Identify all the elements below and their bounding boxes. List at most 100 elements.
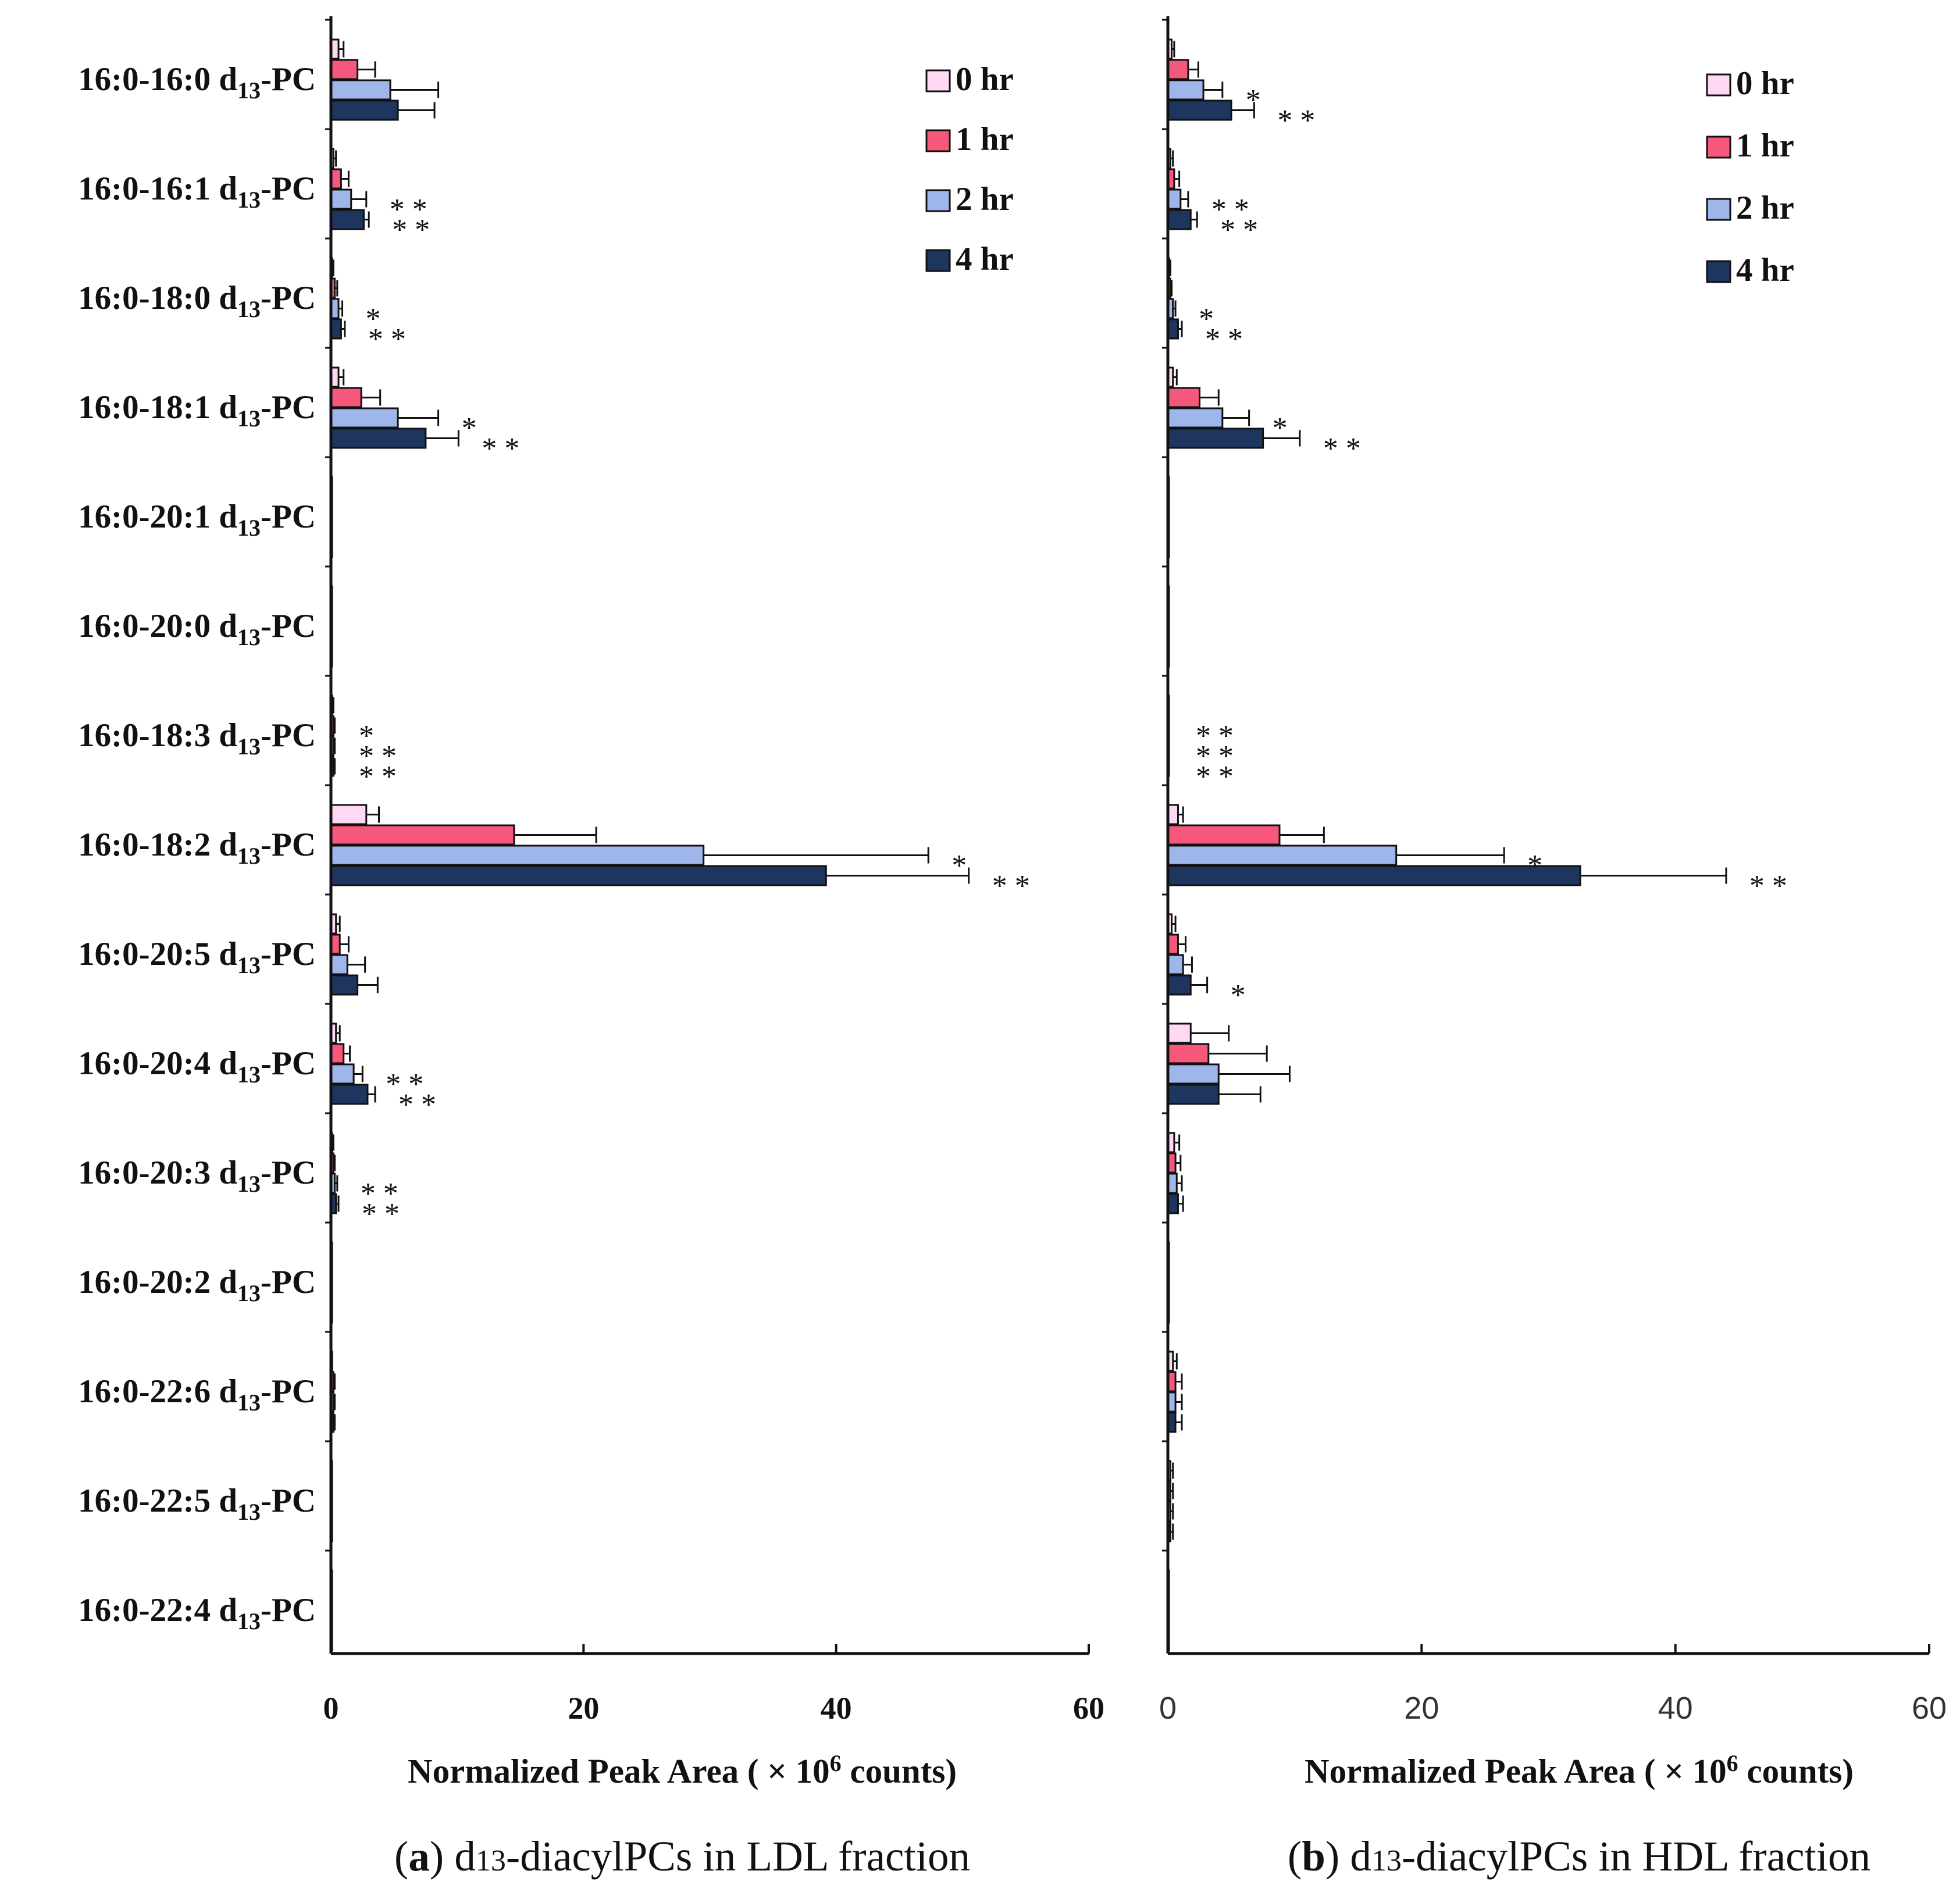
significance-mark: * * (368, 323, 406, 356)
x-tick-label: 40 (821, 1691, 852, 1726)
bar (330, 824, 515, 846)
y-tick-label: 16:0-18:2 d13-PC (78, 826, 316, 869)
bar (1167, 1193, 1179, 1214)
bar (1167, 79, 1204, 101)
legend-label: 0 hr (956, 61, 1014, 98)
y-tick-label: 16:0-22:5 d13-PC (78, 1483, 316, 1525)
x-tick-label: 60 (1073, 1691, 1104, 1726)
legend-label: 4 hr (956, 241, 1014, 277)
bar (1167, 974, 1192, 996)
x-tick-label: 40 (1658, 1691, 1693, 1726)
bar (330, 188, 352, 210)
significance-mark: * * (1196, 740, 1234, 773)
significance-marks-panel-b: ** ** ** *** *** ** ** ** *** ** (1196, 84, 1787, 1012)
bar (1167, 1022, 1192, 1044)
y-tick-label: 16:0-20:3 d13-PC (78, 1155, 316, 1197)
panel-caption: (a) d13-diacylPCs in LDL fraction (394, 1833, 970, 1880)
y-axis-category-labels: 16:0-16:0 d13-PC 16:0-16:1 d13-PC 16:0-18:… (78, 61, 316, 1634)
significance-mark: * (366, 302, 381, 336)
significance-mark: * (1199, 302, 1214, 336)
bar (330, 1063, 355, 1085)
significance-mark: * * (482, 432, 519, 465)
x-tick-label: 0 (323, 1691, 339, 1726)
significance-mark: * * (392, 213, 430, 247)
legend-swatch (1706, 198, 1731, 221)
significance-mark: * * (359, 760, 397, 793)
x-tick-label: 60 (1912, 1691, 1947, 1726)
bar (330, 209, 365, 230)
y-tick-label: 16:0-18:3 d13-PC (78, 717, 316, 760)
bar (330, 845, 705, 866)
y-tick-label: 16:0-20:0 d13-PC (78, 608, 316, 650)
bars-panel-a (330, 38, 970, 1652)
x-tick-label: 20 (1404, 1691, 1439, 1726)
significance-mark: * * (362, 1198, 400, 1231)
y-tick-label: 16:0-20:4 d13-PC (78, 1045, 316, 1088)
significance-mark: * * (1196, 719, 1234, 753)
significance-mark: * * (1749, 870, 1787, 903)
significance-mark: * (1527, 849, 1542, 882)
bar (330, 427, 427, 449)
significance-marks-panel-a: * ** *** *** *** ** *** ** ** ** ** * (359, 193, 1030, 1231)
legend-label: 2 hr (956, 181, 1014, 218)
panel-b-hdl-chart: ** ** ** *** *** ** ** ** *** **0 20 40 60N… (1159, 16, 1947, 1880)
bar (1167, 1063, 1220, 1085)
bar (1167, 427, 1264, 449)
bar (330, 974, 359, 996)
bar (1167, 1043, 1210, 1064)
legend-panel-b: 0 hr 1 hr 2 hr 4 hr (1706, 65, 1794, 288)
significance-mark: * (1273, 412, 1288, 445)
significance-mark: * (1246, 84, 1261, 117)
bar (1167, 209, 1192, 230)
legend-swatch (925, 189, 951, 212)
bar (1167, 933, 1179, 955)
legend-swatch (1706, 260, 1731, 283)
significance-mark: * * (359, 740, 397, 773)
legend-swatch (925, 69, 951, 92)
significance-mark: * * (1323, 432, 1361, 465)
y-tick-label: 16:0-16:1 d13-PC (78, 170, 316, 213)
significance-mark: * (1231, 979, 1246, 1012)
legend-label: 0 hr (1736, 65, 1794, 102)
bar (330, 865, 827, 886)
bars-panel-b (1167, 38, 1727, 1652)
legend-label: 4 hr (1736, 252, 1794, 288)
legend-swatch (1706, 73, 1731, 97)
legend-swatch (925, 249, 951, 272)
significance-mark: * * (398, 1088, 436, 1121)
significance-mark: * * (1277, 104, 1315, 137)
x-tick-label: 0 (1159, 1691, 1177, 1726)
bar (1167, 387, 1201, 408)
x-axis-label: Normalized Peak Area ( × 106 counts) (1305, 1750, 1854, 1790)
x-tick-label: 20 (568, 1691, 599, 1726)
panel-caption: (b) d13-diacylPCs in HDL fraction (1288, 1833, 1870, 1880)
significance-mark: * * (992, 870, 1030, 903)
bar (330, 168, 342, 190)
bar (330, 59, 359, 80)
significance-mark: * * (1205, 323, 1243, 356)
bar (1167, 99, 1232, 121)
significance-mark: * * (361, 1177, 398, 1210)
bar (330, 99, 399, 121)
bar (1167, 407, 1224, 429)
y-tick-label: 16:0-18:1 d13-PC (78, 389, 316, 432)
significance-mark: * (462, 412, 477, 445)
significance-mark: * * (386, 1068, 423, 1101)
y-tick-label: 16:0-20:1 d13-PC (78, 498, 316, 541)
legend-label: 2 hr (1736, 190, 1794, 226)
bar (330, 1043, 345, 1064)
legend-label: 1 hr (1736, 127, 1794, 164)
bar (330, 387, 362, 408)
significance-mark: * (359, 719, 374, 753)
legend-panel-a: 0 hr 1 hr 2 hr 4 hr (925, 61, 1014, 277)
y-tick-label: 16:0-20:5 d13-PC (78, 936, 316, 978)
significance-mark: * * (1220, 213, 1258, 247)
legend-swatch (1706, 136, 1731, 159)
y-tick-label: 16:0-22:4 d13-PC (78, 1592, 316, 1634)
bar (1167, 954, 1184, 975)
bar (330, 79, 391, 101)
bar (330, 318, 342, 340)
bar (1167, 59, 1189, 80)
significance-mark: * * (1196, 760, 1234, 793)
